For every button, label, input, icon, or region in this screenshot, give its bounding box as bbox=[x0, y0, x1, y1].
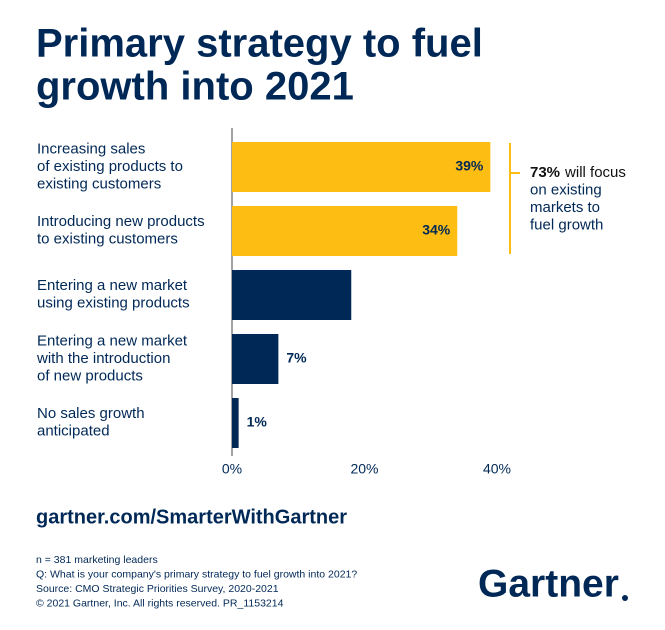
annotation: markets to bbox=[530, 199, 600, 216]
bar bbox=[232, 142, 491, 192]
chart-title: Primary strategy to fuel bbox=[36, 22, 483, 66]
note: Source: CMO Strategic Priorities Survey,… bbox=[36, 583, 279, 595]
category-label: No sales growth bbox=[37, 405, 145, 422]
category-label: of new products bbox=[37, 367, 143, 384]
annotation: on existing bbox=[530, 181, 602, 198]
note: n = 381 marketing leaders bbox=[36, 554, 158, 566]
category-label: anticipated bbox=[37, 423, 110, 440]
annotation: fuel growth bbox=[530, 216, 603, 233]
bar bbox=[232, 206, 458, 256]
value-label: 18% bbox=[316, 286, 345, 302]
category-label: using existing products bbox=[37, 295, 190, 312]
logo-dot bbox=[622, 595, 628, 601]
annotation: 73% will focus bbox=[530, 164, 626, 181]
bar bbox=[232, 398, 239, 448]
value-label: 1% bbox=[247, 414, 268, 430]
category-label: Entering a new market bbox=[37, 277, 188, 294]
bar bbox=[232, 270, 352, 320]
x-tick-label: 0% bbox=[222, 461, 242, 477]
bar bbox=[232, 334, 279, 384]
category-label: of existing products to bbox=[37, 158, 183, 175]
note: Q: What is your company's primary strate… bbox=[36, 568, 357, 580]
category-label: with the introduction bbox=[36, 350, 170, 367]
annotation-bold: 73% bbox=[530, 164, 560, 181]
value-label: 7% bbox=[286, 350, 307, 366]
x-tick-label: 40% bbox=[483, 461, 511, 477]
logo: Gartner bbox=[478, 562, 619, 605]
category-label: Entering a new market bbox=[37, 332, 188, 349]
category-label: to existing customers bbox=[37, 231, 178, 248]
annotation-text: will focus bbox=[564, 164, 626, 181]
source-url: gartner.com/SmarterWithGartner bbox=[36, 506, 347, 528]
note: © 2021 Gartner, Inc. All rights reserved… bbox=[36, 597, 284, 609]
x-tick-label: 20% bbox=[350, 461, 378, 477]
category-label: Increasing sales bbox=[37, 140, 145, 157]
category-label: existing customers bbox=[37, 175, 161, 192]
value-label: 34% bbox=[422, 222, 451, 238]
category-label: Introducing new products bbox=[37, 213, 205, 230]
chart-title: growth into 2021 bbox=[36, 65, 354, 109]
value-label: 39% bbox=[455, 158, 484, 174]
